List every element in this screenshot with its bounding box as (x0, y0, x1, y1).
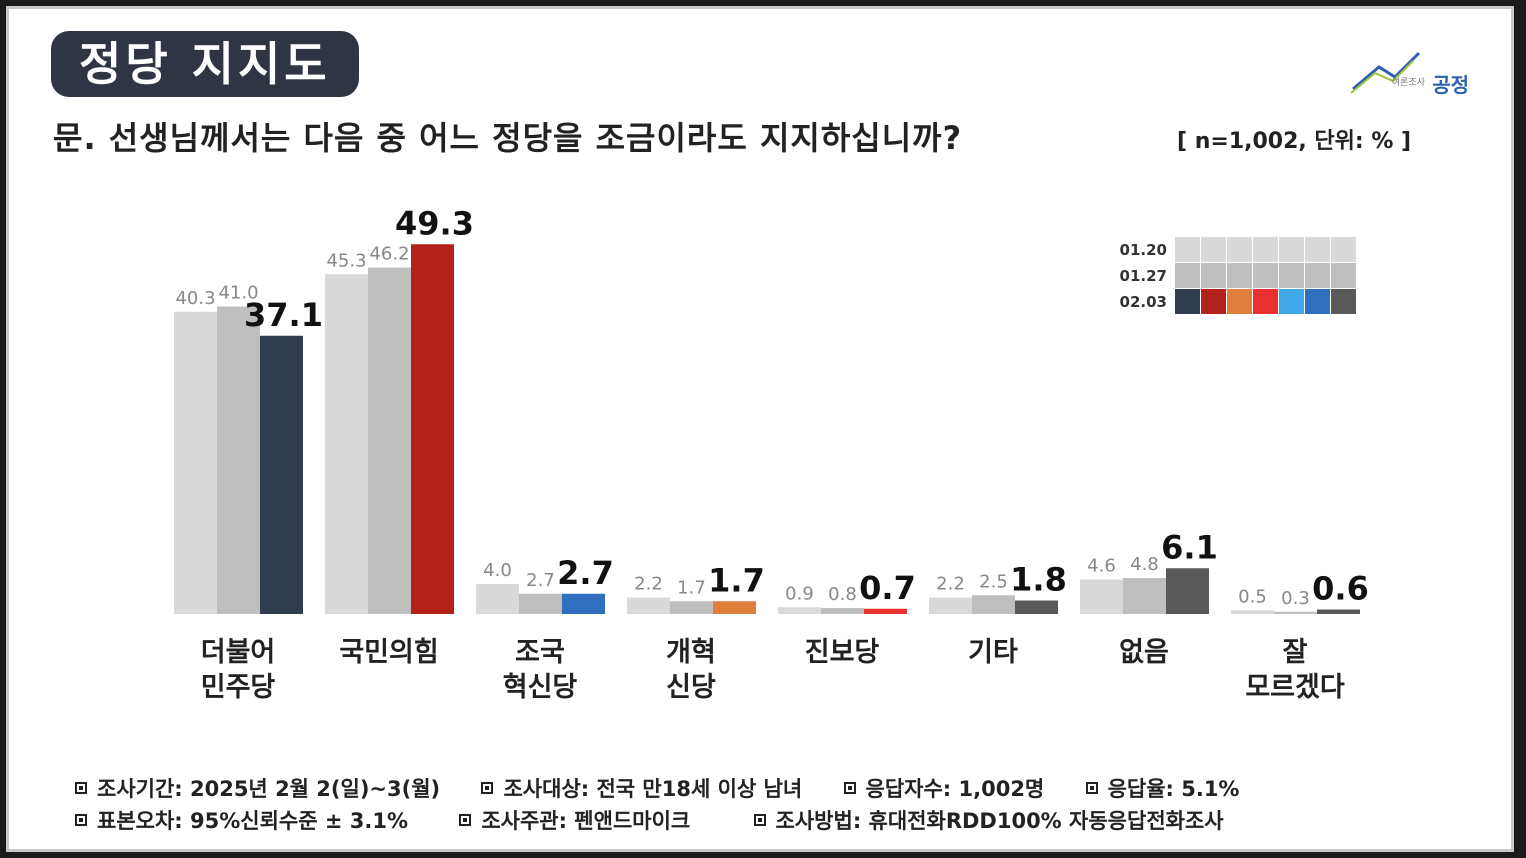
bar-02.03-0 (260, 335, 303, 614)
legend-swatch (1279, 289, 1304, 314)
footer-item: 응답자수: 1,002명 (843, 773, 1044, 803)
category-label-0: 더불어 민주당 (200, 637, 276, 703)
legend-date-01.20: 01.20 (1120, 241, 1167, 259)
legend-swatch (1305, 263, 1330, 288)
logo-text: 공정 (1432, 73, 1469, 97)
data-label-01.27-5: 2.5 (979, 571, 1008, 592)
bar-02.03-7 (1317, 609, 1360, 614)
bar-02.03-2 (562, 593, 605, 614)
data-label-01.20-7: 0.5 (1238, 586, 1267, 607)
data-label-01.20-0: 40.3 (175, 288, 215, 309)
logo-subtext: 여론조사 (1391, 78, 1425, 88)
footer-item: 응답율: 5.1% (1085, 773, 1239, 803)
bar-01.27-4 (821, 608, 864, 614)
legend-swatch (1305, 289, 1330, 314)
sample-note: [ n=1,002, 단위: % ] (1177, 129, 1412, 154)
footer-line-2: 표본오차: 95%신뢰수준 ± 3.1% 조사주관: 펜앤드마이크 조사방법: … (75, 805, 1224, 835)
data-label-01.27-2: 2.7 (526, 570, 555, 591)
data-label-01.27-3: 1.7 (677, 577, 706, 598)
category-label-4: 진보당 (804, 637, 880, 668)
bar-02.03-6 (1166, 568, 1209, 614)
category-label-7: 잘 모르겠다 (1245, 637, 1345, 703)
legend-swatch (1201, 237, 1226, 262)
bar-01.20-1 (325, 274, 368, 614)
data-label-02.03-5: 1.8 (1010, 561, 1067, 599)
bar-02.03-4 (864, 608, 907, 614)
category-label-2: 조국 혁신당 (502, 637, 578, 703)
bar-01.27-3 (670, 601, 713, 614)
data-label-01.20-6: 4.6 (1087, 556, 1116, 577)
legend-swatch (1331, 263, 1356, 288)
data-label-01.20-4: 0.9 (785, 583, 814, 604)
data-label-01.27-1: 46.2 (369, 244, 409, 265)
bar-02.03-5 (1015, 600, 1058, 614)
data-label-02.03-0: 37.1 (244, 296, 323, 334)
legend-swatch (1253, 237, 1278, 262)
bar-01.20-6 (1080, 579, 1123, 614)
data-label-01.27-6: 4.8 (1130, 554, 1159, 575)
data-label-02.03-1: 49.3 (395, 204, 474, 242)
legend-swatch (1253, 263, 1278, 288)
category-label-5: 기타 (968, 637, 1018, 668)
legend-swatch (1331, 237, 1356, 262)
legend-swatch (1175, 263, 1200, 288)
legend-swatch (1227, 289, 1252, 314)
data-label-02.03-2: 2.7 (557, 554, 614, 592)
footer-item: 조사주관: 펜앤드마이크 (459, 805, 690, 835)
bar-chart: 40.3 41.037.145.3 46.249.34.0 2.7 2.7 2.2 1.7 1… (174, 204, 1369, 614)
legend-swatch (1227, 237, 1252, 262)
bar-01.20-7 (1231, 610, 1274, 614)
bar-01.27-1 (368, 267, 411, 614)
footer-item: 조사방법: 휴대전화RDD100% 자동응답전화조사 (753, 805, 1224, 835)
footer-item: 조사기간: 2025년 2월 2(일)~3(월) (75, 773, 440, 803)
legend-swatch (1175, 289, 1200, 314)
legend-date-01.27: 01.27 (1120, 267, 1167, 285)
footer-line-1: 조사기간: 2025년 2월 2(일)~3(월) 조사대상: 전국 만18세 이… (75, 773, 1239, 803)
data-label-02.03-7: 0.6 (1312, 570, 1369, 608)
bar-01.27-6 (1123, 578, 1166, 614)
bar-01.27-5 (972, 595, 1015, 614)
footer-item: 표본오차: 95%신뢰수준 ± 3.1% (75, 805, 408, 835)
data-label-01.20-2: 4.0 (483, 560, 512, 581)
category-label-1: 국민의힘 (339, 637, 439, 668)
data-label-02.03-4: 0.7 (859, 569, 916, 607)
legend-swatch (1227, 263, 1252, 288)
bar-01.27-0 (217, 306, 260, 614)
data-label-01.27-7: 0.3 (1281, 588, 1310, 609)
data-label-02.03-3: 1.7 (708, 561, 765, 599)
data-label-01.20-3: 2.2 (634, 574, 663, 595)
data-label-01.27-0: 41.0 (218, 283, 258, 304)
legend-swatch (1201, 289, 1226, 314)
data-label-02.03-6: 6.1 (1161, 528, 1218, 566)
bar-01.20-3 (627, 597, 670, 614)
logo-icon (1350, 51, 1421, 94)
bar-01.20-5 (929, 597, 972, 614)
legend-swatch (1305, 237, 1330, 262)
bar-02.03-3 (713, 601, 756, 614)
data-label-01.20-1: 45.3 (326, 250, 366, 271)
legend-date-02.03: 02.03 (1120, 293, 1167, 311)
bar-01.27-2 (519, 593, 562, 614)
bar-01.27-7 (1274, 611, 1317, 614)
survey-question: 문. 선생님께서는 다음 중 어느 정당을 조금이라도 지지하십니까? (53, 119, 963, 157)
bar-01.20-0 (174, 311, 217, 614)
page-title: 정당 지지도 (51, 31, 359, 97)
legend-swatch (1279, 263, 1304, 288)
category-label-6: 없음 (1119, 637, 1169, 668)
bar-01.20-4 (778, 607, 821, 614)
bar-02.03-1 (411, 244, 454, 614)
data-label-01.20-5: 2.2 (936, 574, 965, 595)
legend-swatch (1279, 237, 1304, 262)
legend-swatch (1253, 289, 1278, 314)
legend-swatch (1331, 289, 1356, 314)
bar-01.20-2 (476, 584, 519, 614)
legend-swatch (1175, 237, 1200, 262)
data-label-01.27-4: 0.8 (828, 584, 857, 605)
slide: 정당 지지도 여론조사 공정 문. 선생님께서는 다음 중 어느 정당을 조금이… (6, 6, 1514, 852)
footer-item: 조사대상: 전국 만18세 이상 남녀 (481, 773, 802, 803)
category-label-3: 개혁 신당 (666, 637, 716, 703)
legend-swatch (1201, 263, 1226, 288)
